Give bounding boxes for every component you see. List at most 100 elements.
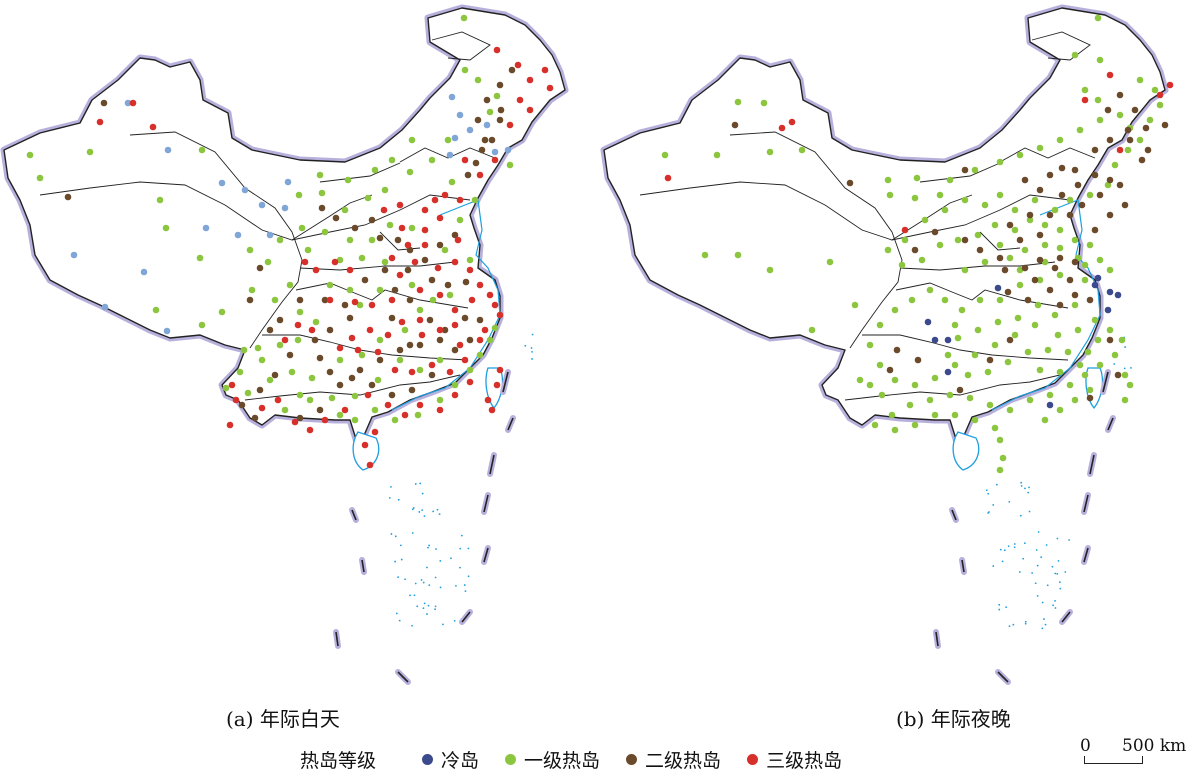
level1-heat-island-marker — [351, 392, 359, 400]
regional-boundary — [979, 231, 1021, 251]
level1-heat-island-marker — [296, 391, 304, 399]
level1-heat-island-marker — [1016, 151, 1024, 159]
level3-heat-island-marker — [526, 106, 534, 114]
south-sea-island — [420, 579, 423, 581]
level1-heat-island-marker — [1036, 276, 1044, 284]
level3-heat-island-marker — [374, 348, 382, 356]
level3-heat-island-marker — [476, 171, 484, 179]
level1-heat-island-marker — [876, 361, 884, 369]
level1-heat-island-marker — [396, 356, 404, 364]
level1-heat-island-marker — [911, 421, 919, 429]
level2-heat-island-marker — [394, 236, 402, 244]
level1-heat-island-marker — [248, 286, 256, 294]
level1-heat-island-marker — [1081, 261, 1089, 269]
level1-heat-island-marker — [1026, 396, 1034, 404]
level1-heat-island-marker — [1081, 276, 1089, 284]
level2-heat-island-marker — [1086, 394, 1094, 402]
level3-heat-island-marker — [461, 156, 469, 164]
level1-heat-island-marker — [994, 318, 1002, 326]
level1-heat-island-marker — [294, 336, 302, 344]
level3-heat-island-marker — [446, 368, 454, 376]
level1-heat-island-marker — [931, 374, 939, 382]
level3-heat-island-marker — [451, 258, 459, 266]
level3-heat-island-marker — [454, 236, 462, 244]
level2-heat-island-marker — [388, 314, 396, 322]
level3-heat-island-marker — [451, 391, 459, 399]
cold-island-marker — [1114, 291, 1122, 299]
level1-heat-island-marker — [276, 341, 284, 349]
maritime-boundary-dash — [397, 671, 409, 683]
south-sea-island — [404, 578, 407, 581]
level1-heat-island-marker — [991, 341, 999, 349]
level3-heat-island-marker — [294, 321, 302, 329]
level1-heat-island-marker — [254, 344, 262, 352]
level2-heat-island-marker — [976, 246, 984, 254]
level1-heat-island-marker — [906, 401, 914, 409]
level2-heat-island-marker — [1091, 171, 1099, 179]
cold-island-marker — [931, 336, 939, 344]
cold-island-marker — [101, 303, 109, 311]
level1-heat-island-marker — [295, 191, 303, 199]
level1-heat-island-marker — [991, 424, 999, 432]
level2-heat-island-marker — [336, 381, 344, 389]
level1-heat-island-marker — [466, 256, 474, 264]
level1-heat-island-marker — [266, 376, 274, 384]
level1-heat-island-marker — [321, 228, 329, 236]
level1-heat-island-marker — [966, 394, 974, 402]
level1-heat-island-marker — [218, 308, 226, 316]
regional-boundary — [729, 131, 903, 349]
level1-heat-island-marker — [954, 334, 962, 342]
south-sea-island — [995, 483, 998, 486]
south-sea-island — [524, 344, 527, 347]
level1-heat-island-marker — [1094, 14, 1102, 22]
south-sea-island — [531, 333, 534, 336]
level2-heat-island-marker — [256, 264, 264, 272]
level3-heat-island-marker — [396, 271, 404, 279]
level2-heat-island-marker — [474, 116, 482, 124]
level1-heat-island-marker — [298, 224, 306, 232]
level2-heat-island-marker — [497, 106, 505, 114]
maritime-boundary-dash — [951, 509, 957, 521]
south-sea-island — [992, 565, 995, 567]
level2-heat-island-marker — [1056, 254, 1064, 262]
level3-heat-island-marker — [461, 356, 469, 364]
level1-heat-island-marker — [222, 384, 230, 392]
south-sea-island — [450, 557, 452, 560]
level2-heat-island-marker — [464, 171, 472, 179]
level1-heat-island-marker — [281, 406, 289, 414]
regional-boundary — [862, 334, 1069, 361]
cold-island-marker — [281, 204, 289, 212]
south-sea-island — [422, 607, 425, 610]
caption-night: (b) 年际夜晚 — [896, 707, 1011, 731]
level1-heat-island-marker — [246, 246, 254, 254]
regional-boundary — [244, 374, 461, 401]
level1-heat-island-marker — [162, 224, 170, 232]
level2-heat-island-marker — [251, 414, 259, 422]
level1-heat-island-marker — [448, 178, 456, 186]
south-sea-island — [1012, 623, 1015, 626]
level1-heat-island-marker — [1056, 271, 1064, 279]
south-sea-island — [463, 584, 466, 586]
south-sea-island — [1028, 486, 1030, 489]
level3-heat-island-marker — [331, 258, 339, 266]
cold-island-marker — [70, 251, 78, 259]
level2-heat-island-marker — [376, 356, 384, 364]
level2-heat-island-marker — [1074, 181, 1082, 189]
level1-heat-island-marker — [1121, 396, 1129, 404]
level1-heat-island-marker — [244, 389, 252, 397]
south-sea-island — [459, 547, 462, 550]
level1-heat-island-marker — [713, 151, 721, 159]
cold-island-marker — [202, 224, 210, 232]
south-sea-island — [1123, 367, 1126, 370]
south-sea-island — [421, 509, 424, 512]
cold-island-swatch — [422, 753, 434, 765]
level1-heat-island-marker — [946, 391, 954, 399]
level3-heat-island-marker — [232, 396, 240, 404]
legend-item-level1: 一级热岛 — [505, 746, 600, 773]
level3-heat-island-marker — [664, 174, 672, 182]
south-sea-island — [998, 608, 1001, 611]
south-sea-island — [1124, 346, 1127, 348]
level3-heat-island-marker — [398, 224, 406, 232]
level1-heat-island-marker — [1156, 101, 1164, 109]
south-sea-island — [1044, 623, 1047, 626]
